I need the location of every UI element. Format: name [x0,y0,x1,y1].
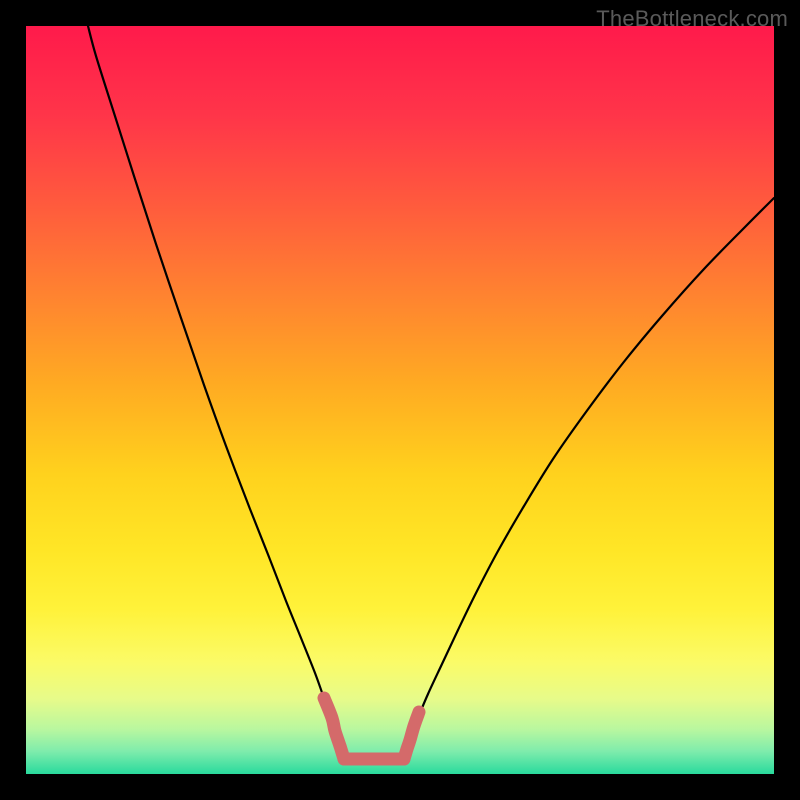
plot-area [26,26,774,774]
plot-svg [26,26,774,774]
figure-root: TheBottleneck.com [0,0,800,800]
gradient-background [26,26,774,774]
